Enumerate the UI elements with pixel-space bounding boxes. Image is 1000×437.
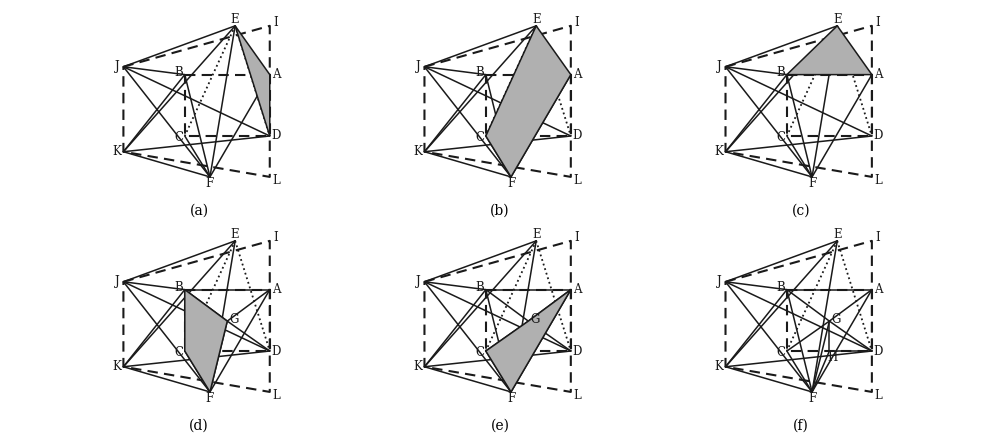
Text: I: I <box>876 16 881 29</box>
Text: C: C <box>174 347 183 359</box>
Text: C: C <box>776 132 785 144</box>
Text: E: E <box>231 13 239 26</box>
Text: F: F <box>808 392 816 405</box>
Text: C: C <box>475 132 484 144</box>
Text: J: J <box>416 275 421 288</box>
Text: G: G <box>229 313 238 326</box>
Text: I: I <box>274 231 278 244</box>
Text: C: C <box>475 347 484 359</box>
Text: C: C <box>776 347 785 359</box>
Text: F: F <box>507 177 515 190</box>
Text: A: A <box>272 283 280 296</box>
Text: B: B <box>475 281 484 294</box>
Text: I: I <box>274 16 278 29</box>
Text: I: I <box>575 16 579 29</box>
Text: (b): (b) <box>490 204 510 218</box>
Text: L: L <box>874 173 882 187</box>
Text: G: G <box>530 313 539 326</box>
Text: K: K <box>414 145 423 158</box>
Text: J: J <box>717 275 722 288</box>
Text: L: L <box>874 388 882 402</box>
Polygon shape <box>486 26 571 177</box>
Text: G: G <box>831 313 840 326</box>
Polygon shape <box>235 26 270 136</box>
Text: L: L <box>573 388 581 402</box>
Text: C: C <box>174 132 183 144</box>
Text: K: K <box>414 360 423 373</box>
Text: A: A <box>874 283 882 296</box>
Text: D: D <box>873 129 883 142</box>
Text: E: E <box>532 228 541 241</box>
Text: K: K <box>113 360 122 373</box>
Text: J: J <box>115 60 119 73</box>
Text: L: L <box>272 173 280 187</box>
Text: F: F <box>206 392 214 405</box>
Text: D: D <box>271 129 281 142</box>
Text: E: E <box>532 13 541 26</box>
Text: (a): (a) <box>189 204 209 218</box>
Text: J: J <box>416 60 421 73</box>
Polygon shape <box>787 26 872 75</box>
Text: B: B <box>174 281 183 294</box>
Text: E: E <box>833 228 842 241</box>
Text: A: A <box>573 283 581 296</box>
Text: B: B <box>776 66 785 79</box>
Text: L: L <box>573 173 581 187</box>
Text: E: E <box>231 228 239 241</box>
Text: B: B <box>776 281 785 294</box>
Text: J: J <box>717 60 722 73</box>
Text: J: J <box>115 275 119 288</box>
Text: K: K <box>715 360 724 373</box>
Text: K: K <box>715 145 724 158</box>
Text: K: K <box>113 145 122 158</box>
Text: (c): (c) <box>792 204 810 218</box>
Text: (e): (e) <box>491 419 510 433</box>
Polygon shape <box>486 290 571 392</box>
Text: A: A <box>573 68 581 81</box>
Text: D: D <box>572 129 582 142</box>
Text: I: I <box>876 231 881 244</box>
Text: D: D <box>873 344 883 357</box>
Text: F: F <box>206 177 214 190</box>
Text: A: A <box>272 68 280 81</box>
Text: D: D <box>572 344 582 357</box>
Text: B: B <box>174 66 183 79</box>
Polygon shape <box>185 290 227 392</box>
Text: (d): (d) <box>189 419 209 433</box>
Text: H: H <box>827 351 838 364</box>
Text: L: L <box>272 388 280 402</box>
Text: B: B <box>475 66 484 79</box>
Text: (f): (f) <box>793 419 809 433</box>
Text: E: E <box>833 13 842 26</box>
Text: A: A <box>874 68 882 81</box>
Text: F: F <box>507 392 515 405</box>
Text: F: F <box>808 177 816 190</box>
Text: I: I <box>575 231 579 244</box>
Text: D: D <box>271 344 281 357</box>
